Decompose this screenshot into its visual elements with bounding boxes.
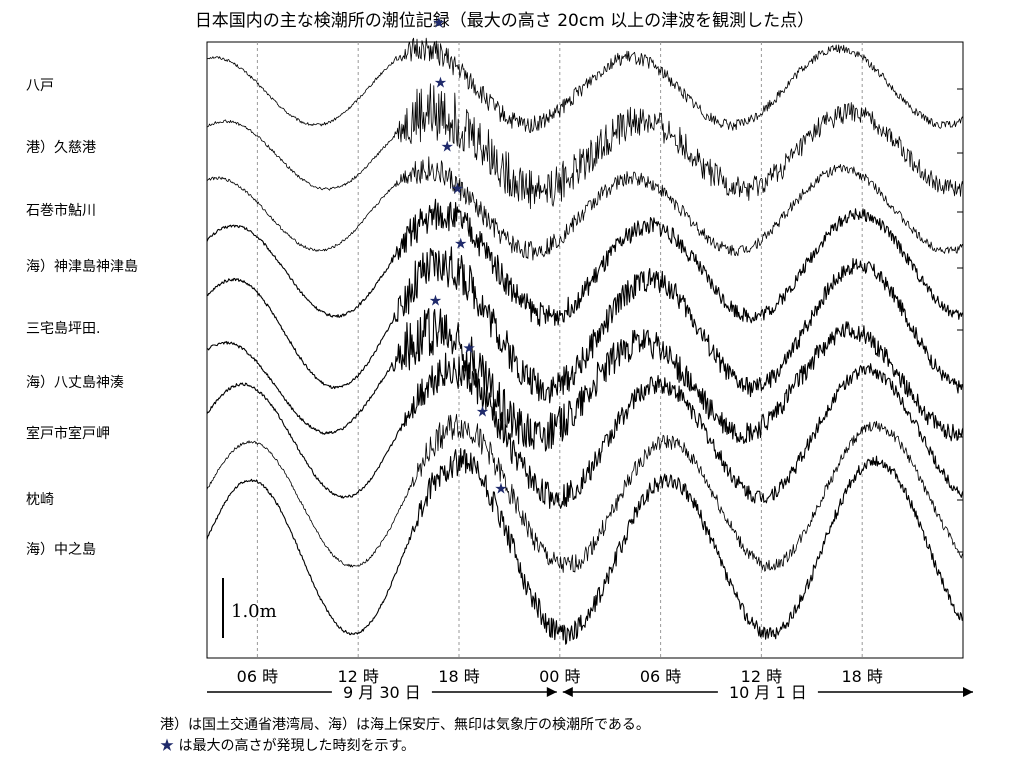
station-label: 海）中之島 xyxy=(26,542,96,558)
x-tick-label: 12 時 xyxy=(337,667,378,686)
max-height-star-icon: ★ xyxy=(441,137,454,155)
date-range-label: 10 月 1 日 xyxy=(729,683,807,702)
max-height-star-icon: ★ xyxy=(462,339,475,357)
tide-trace xyxy=(206,198,964,327)
station-label: 三宅島坪田. xyxy=(26,321,101,337)
max-height-star-icon: ★ xyxy=(434,73,447,91)
max-height-star-icon: ★ xyxy=(494,480,507,498)
tide-traces xyxy=(206,37,964,645)
station-label: 港）久慈港 xyxy=(26,140,96,156)
tide-trace xyxy=(206,37,964,134)
station-label: 八戸 xyxy=(26,78,54,94)
arrow-head-icon xyxy=(562,687,573,697)
note-agencies: 港）は国土交通省港湾局、海）は海上保安庁、無印は気象庁の検潮所である。 xyxy=(160,717,650,733)
x-tick-label: 06 時 xyxy=(640,667,681,686)
chart-notes: 港）は国土交通省港湾局、海）は海上保安庁、無印は気象庁の検潮所である。 ★ は最… xyxy=(160,715,650,757)
max-height-star-icon: ★ xyxy=(476,402,489,420)
station-label: 海）八丈島神湊 xyxy=(26,375,124,391)
max-height-star-icon: ★ xyxy=(451,179,464,197)
tide-trace xyxy=(206,83,964,210)
tide-chart: 06 時 12 時 18 時 00 時 06 時 12 時 18 時 ★ ★ ★ ★ ★ ★ ★ ★ ★ 1… xyxy=(206,13,973,702)
station-label: 石巻市鮎川 xyxy=(26,203,96,219)
station-label: 枕崎 xyxy=(26,492,54,508)
x-tick-label: 00 時 xyxy=(539,667,580,686)
station-label: 海）神津島神津島 xyxy=(26,259,138,275)
date-range-label: 9 月 30 日 xyxy=(343,683,421,702)
max-height-markers: ★ ★ ★ ★ ★ ★ ★ ★ ★ xyxy=(429,13,508,497)
date-range-arrows: 9 月 30 日 10 月 1 日 xyxy=(207,683,973,702)
tide-trace xyxy=(206,352,964,509)
tide-trace xyxy=(206,413,964,573)
x-tick-label: 12 時 xyxy=(741,667,782,686)
chart-title: 日本国内の主な検潮所の潮位記録（最大の高さ 20cm 以上の津波を観測した点） xyxy=(194,11,815,31)
tide-trace xyxy=(206,246,964,404)
tide-trace xyxy=(206,156,964,261)
star-icon: ★ xyxy=(160,738,174,754)
max-height-star-icon: ★ xyxy=(429,291,442,309)
arrow-head-icon xyxy=(963,687,973,697)
tide-trace xyxy=(206,448,964,645)
tide-trace xyxy=(206,308,964,452)
x-tick-label: 06 時 xyxy=(237,667,278,686)
max-height-star-icon: ★ xyxy=(432,13,445,31)
x-tick-label: 18 時 xyxy=(841,667,882,686)
x-axis-ticks: 06 時 12 時 18 時 00 時 06 時 12 時 18 時 xyxy=(237,88,963,686)
x-tick-label: 18 時 xyxy=(438,667,479,686)
scale-bar-label: 1.0m xyxy=(231,601,277,622)
station-label: 室戸市室戸岬 xyxy=(26,426,110,442)
plot-frame xyxy=(206,41,964,659)
note-star: ★ は最大の高さが発現した時刻を示す。 xyxy=(160,738,416,754)
max-height-star-icon: ★ xyxy=(454,234,467,252)
arrow-head-icon xyxy=(546,687,557,697)
scale-bar: 1.0m xyxy=(222,578,277,638)
